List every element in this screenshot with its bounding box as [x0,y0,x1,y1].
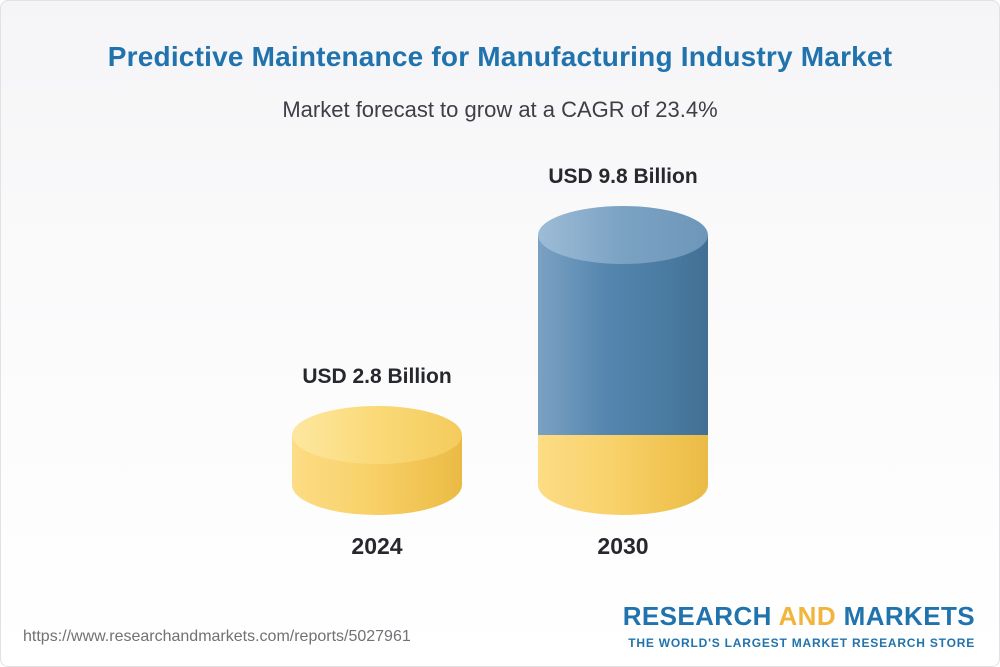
logo-tagline: THE WORLD'S LARGEST MARKET RESEARCH STOR… [628,636,975,650]
bar-group-2030: USD 9.8 Billion 2030 [538,165,708,560]
cylinder-2030 [538,206,708,515]
logo-word-markets: MARKETS [843,601,975,631]
logo-word-and: AND [778,601,837,631]
chart-title: Predictive Maintenance for Manufacturing… [107,41,893,72]
cylinder-top-ellipse-2024 [292,406,462,464]
value-label-2024: USD 2.8 Billion [302,365,452,388]
cylinder-segment-yellow-base-2030 [538,435,708,515]
bar-group-2024: USD 2.8 Billion 2024 [292,365,462,560]
chart-subtitle: Market forecast to grow at a CAGR of 23.… [282,97,718,122]
cylinder-body-2030 [538,235,708,515]
value-label-2030: USD 9.8 Billion [548,165,698,188]
category-label-2030: 2030 [597,533,649,559]
source-url[interactable]: https://www.researchandmarkets.com/repor… [23,628,411,645]
logo-wordmark: RESEARCH AND MARKETS [623,601,975,632]
logo-word-research: RESEARCH [622,601,772,631]
cylinder-2024 [292,406,462,515]
cylinder-segment-blue-2030 [538,235,708,435]
cylinder-top-ellipse-2030 [538,206,708,264]
chart-header: Predictive Maintenance for Manufacturing… [1,1,999,123]
category-label-2024: 2024 [351,533,403,559]
researchandmarkets-logo: RESEARCH AND MARKETS THE WORLD'S LARGEST… [623,601,975,650]
bar-chart: USD 2.8 Billion 2024 USD 9.8 Billion 203… [1,165,999,560]
